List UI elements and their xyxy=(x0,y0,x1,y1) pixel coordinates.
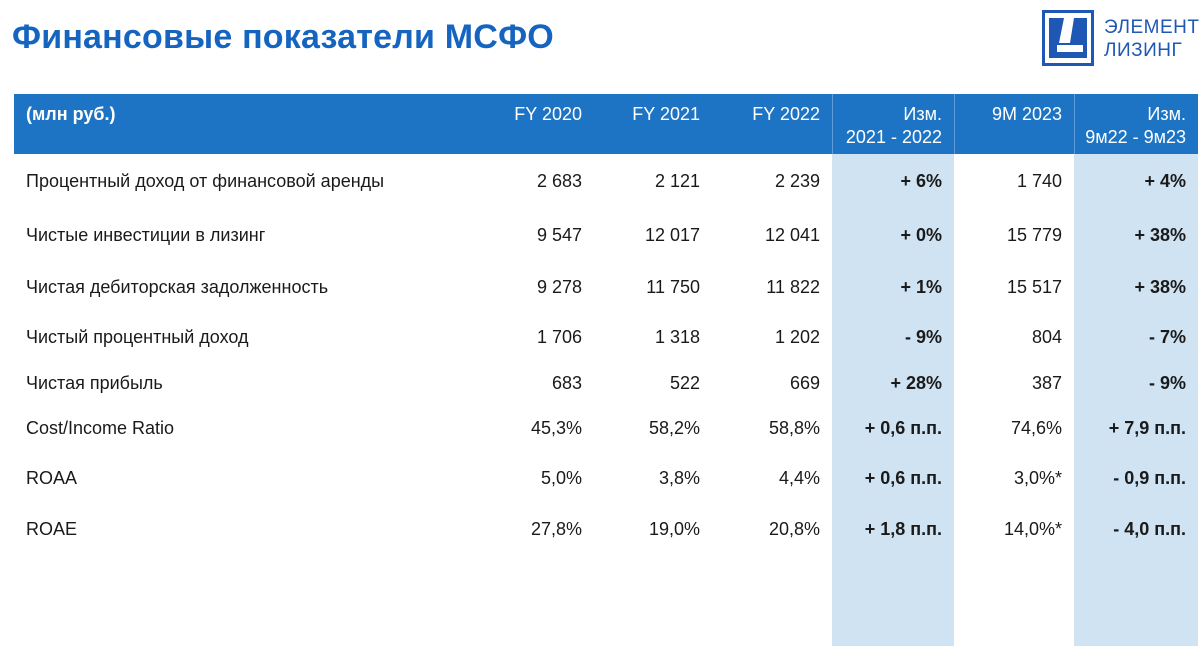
row-label: Чистая прибыль xyxy=(26,373,163,393)
cell-change-9m: + 4% xyxy=(1144,171,1186,191)
cell-change-2021-2022: - 9% xyxy=(904,327,942,347)
row-label: ROAE xyxy=(26,519,78,539)
cell-change-9m: - 0,9 п.п. xyxy=(1113,468,1186,488)
highlight-column-change-2021-2022 xyxy=(832,154,954,646)
cell-change-9m: - 9% xyxy=(1148,373,1186,393)
cell-change-9m: + 38% xyxy=(1134,225,1186,245)
cell-9m2023: 804 xyxy=(1031,327,1062,347)
table-header: (млн руб.) FY 2020 FY 2021 FY 2022 Изм. … xyxy=(14,94,1198,154)
header-change-2021-2022-line1: Изм. xyxy=(903,104,942,124)
cell-change-9m: - 7% xyxy=(1148,327,1186,347)
cell-fy2021: 12 017 xyxy=(644,225,700,245)
row-label: ROAA xyxy=(26,468,78,488)
header-change-2021-2022-line2: 2021 - 2022 xyxy=(845,127,942,147)
row-label: Процентный доход от финансовой аренды xyxy=(26,171,385,191)
cell-fy2020: 5,0% xyxy=(540,468,582,488)
header-change-9m: Изм. 9м22 - 9м23 xyxy=(1074,94,1198,154)
cell-fy2022: 12 041 xyxy=(764,225,820,245)
cell-fy2022: 11 822 xyxy=(766,277,820,297)
cell-fy2021: 19,0% xyxy=(648,519,700,539)
cell-fy2020: 1 706 xyxy=(536,327,582,347)
cell-fy2022: 669 xyxy=(789,373,820,393)
cell-fy2021: 1 318 xyxy=(654,327,700,347)
cell-fy2022: 58,8% xyxy=(768,418,820,438)
row-label: Чистый процентный доход xyxy=(26,327,249,347)
cell-change-9m: + 7,9 п.п. xyxy=(1108,418,1186,438)
cell-fy2022: 4,4% xyxy=(778,468,820,488)
cell-change-2021-2022: + 1% xyxy=(900,277,942,297)
cell-change-2021-2022: + 28% xyxy=(890,373,942,393)
cell-change-2021-2022: + 0,6 п.п. xyxy=(864,418,942,438)
cell-change-2021-2022: + 6% xyxy=(900,171,942,191)
cell-change-2021-2022: + 0% xyxy=(900,225,942,245)
header-change-9m-line1: Изм. xyxy=(1147,104,1186,124)
cell-fy2020: 9 547 xyxy=(536,225,582,245)
cell-fy2020: 2 683 xyxy=(536,171,582,191)
cell-fy2021: 3,8% xyxy=(658,468,700,488)
cell-9m2023: 3,0%* xyxy=(1013,468,1062,488)
header-change-9m-line2: 9м22 - 9м23 xyxy=(1085,127,1186,147)
cell-9m2023: 1 740 xyxy=(1016,171,1062,191)
header-change-2021-2022: Изм. 2021 - 2022 xyxy=(832,94,954,154)
row-label: Cost/Income Ratio xyxy=(26,418,175,438)
cell-fy2020: 45,3% xyxy=(530,418,582,438)
element-leasing-logo-icon xyxy=(1042,10,1094,66)
cell-fy2022: 20,8% xyxy=(768,519,820,539)
cell-fy2020: 27,8% xyxy=(530,519,582,539)
cell-fy2021: 522 xyxy=(669,373,700,393)
logo-text: ЭЛЕМЕНТ ЛИЗИНГ xyxy=(1104,16,1200,62)
cell-change-2021-2022: + 0,6 п.п. xyxy=(864,468,942,488)
cell-fy2020: 9 278 xyxy=(536,277,582,297)
cell-fy2021: 2 121 xyxy=(654,171,700,191)
cell-change-2021-2022: + 1,8 п.п. xyxy=(864,519,942,539)
header-fy2020: FY 2020 xyxy=(514,104,582,124)
header-fy2021: FY 2021 xyxy=(632,104,700,124)
cell-change-9m: - 4,0 п.п. xyxy=(1113,519,1186,539)
cell-9m2023: 74,6% xyxy=(1010,418,1062,438)
row-label: Чистая дебиторская задолженность xyxy=(26,277,329,297)
cell-fy2022: 1 202 xyxy=(774,327,820,347)
logo-text-line2: ЛИЗИНГ xyxy=(1104,40,1183,61)
header-units: (млн руб.) xyxy=(26,104,116,124)
cell-9m2023: 15 779 xyxy=(1006,225,1062,245)
cell-fy2022: 2 239 xyxy=(774,171,820,191)
highlight-column-change-9m xyxy=(1074,154,1198,646)
page-title: Финансовые показатели МСФО xyxy=(12,18,554,56)
cell-change-9m: + 38% xyxy=(1134,277,1186,297)
company-logo: ЭЛЕМЕНТ ЛИЗИНГ xyxy=(1042,10,1200,70)
header-9m2023: 9M 2023 xyxy=(954,94,1074,154)
cell-9m2023: 14,0%* xyxy=(1003,519,1062,539)
cell-fy2021: 11 750 xyxy=(646,277,700,297)
cell-9m2023: 387 xyxy=(1031,373,1062,393)
cell-fy2020: 683 xyxy=(551,373,582,393)
row-label: Чистые инвестиции в лизинг xyxy=(26,225,266,245)
financial-indicators-table: (млн руб.) FY 2020 FY 2021 FY 2022 Изм. … xyxy=(14,94,1198,646)
logo-text-line1: ЭЛЕМЕНТ xyxy=(1104,17,1200,38)
cell-fy2021: 58,2% xyxy=(648,418,700,438)
header-fy2022: FY 2022 xyxy=(752,104,820,124)
cell-9m2023: 15 517 xyxy=(1006,277,1062,297)
